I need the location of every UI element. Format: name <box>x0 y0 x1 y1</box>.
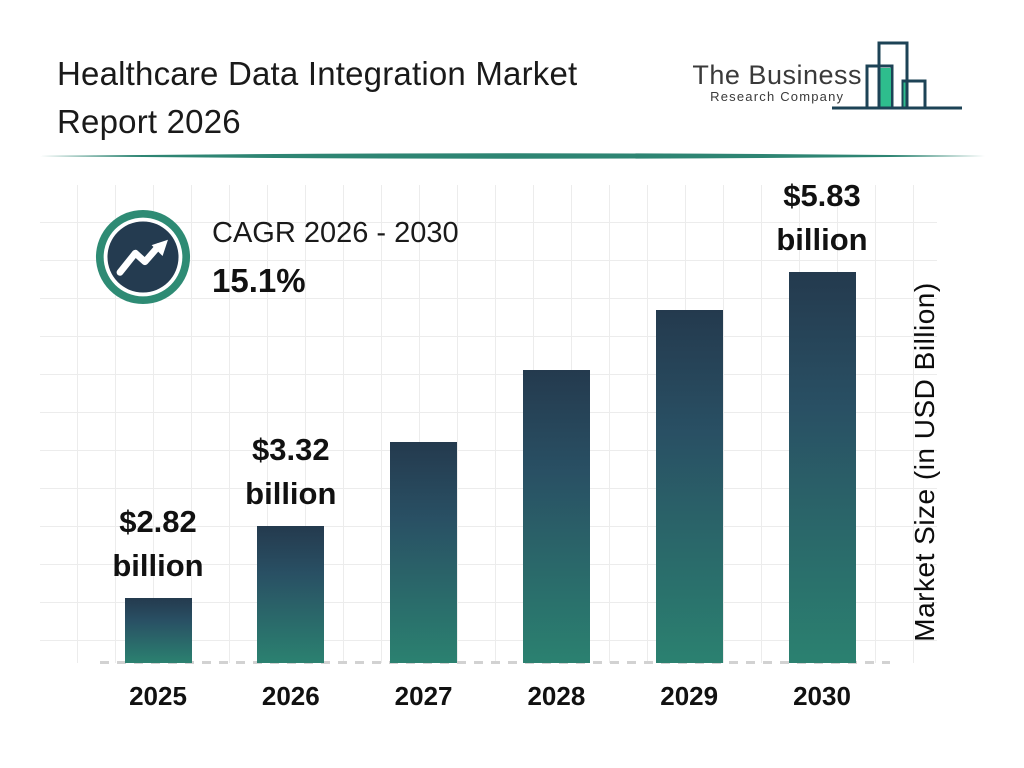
chart-grid-panel <box>40 185 937 663</box>
x-tick-label-2027: 2027 <box>394 681 453 711</box>
x-tick-label-2026: 2026 <box>261 681 320 711</box>
bar-2028 <box>522 370 590 663</box>
company-name: The Business <box>692 60 862 90</box>
cagr-value: 15.1% <box>212 262 306 299</box>
x-tick-label-2029: 2029 <box>660 681 719 711</box>
page-title-line2: Report 2026 <box>57 103 241 140</box>
page-title: Healthcare Data Integration Market Repor… <box>57 50 697 146</box>
y-axis-label: Market Size (in USD Billion) <box>909 282 940 642</box>
x-tick-label-2030: 2030 <box>793 681 851 711</box>
value-label-amount: $3.32 <box>252 432 330 467</box>
value-label-unit: billion <box>776 222 868 257</box>
bar-chart-logo-icon <box>832 41 962 110</box>
company-logo-text: The Business Research Company <box>692 60 862 105</box>
value-label-2025: $2.82 billion <box>68 500 248 588</box>
bar-2025 <box>124 598 192 663</box>
page-title-line1: Healthcare Data Integration Market <box>57 55 578 92</box>
cagr-period-label: CAGR 2026 - 2030 <box>212 217 459 249</box>
value-label-unit: billion <box>112 548 204 583</box>
value-label-2026: $3.32 billion <box>201 428 381 516</box>
value-label-2030: $5.83 billion <box>732 174 912 262</box>
bar-2026 <box>257 526 325 663</box>
value-label-unit: billion <box>245 476 337 511</box>
company-logo: The Business Research Company <box>692 38 990 122</box>
bar-2029 <box>655 310 723 663</box>
value-label-amount: $2.82 <box>119 504 197 539</box>
value-label-amount: $5.83 <box>783 178 861 213</box>
bar-2030 <box>788 272 856 663</box>
x-tick-label-2025: 2025 <box>129 681 187 711</box>
x-tick-label-2028: 2028 <box>527 681 586 711</box>
company-subname: Research Company <box>710 89 845 104</box>
header-divider <box>40 153 985 159</box>
chart-baseline-dashed <box>100 661 890 664</box>
growth-trend-icon <box>95 209 191 305</box>
bar-2027 <box>390 442 458 663</box>
